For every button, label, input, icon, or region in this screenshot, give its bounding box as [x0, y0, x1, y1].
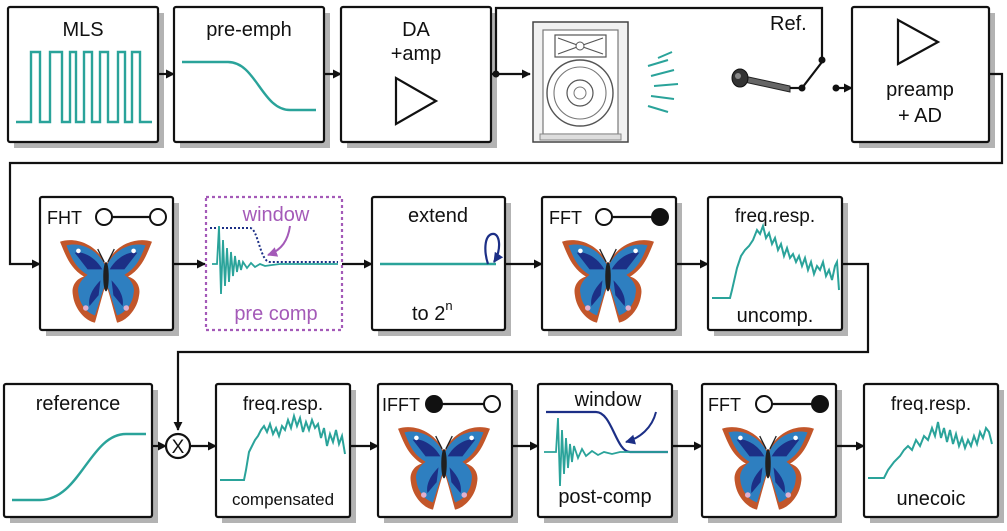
pre-emph-block: pre-emph	[172, 5, 326, 144]
ad-label: + AD	[898, 105, 942, 127]
extend-loop-icon	[484, 232, 504, 265]
amp-label: +amp	[391, 43, 442, 65]
reference-block: reference	[2, 382, 154, 519]
window-pre-comp-block: window pre comp	[204, 195, 344, 332]
reference-curve	[12, 432, 146, 502]
freq-uncomp-bottom-label: uncomp.	[737, 305, 814, 327]
extend-bottom-label: to 2n	[412, 298, 453, 325]
mls-block: MLS	[6, 5, 160, 144]
da-amp-block: DA +amp	[339, 5, 493, 144]
fft2-switch-icon	[755, 395, 829, 413]
sound-waves-icon	[647, 51, 679, 113]
window-pre-curve	[210, 227, 338, 263]
freq-resp-unecoic-block: freq.resp. unecoic	[862, 382, 1000, 519]
freq-comp-bottom-label: compensated	[232, 490, 334, 509]
reference-label: reference	[36, 393, 121, 415]
preamp-label: preamp	[886, 79, 954, 101]
ifft-switch-icon	[425, 395, 501, 413]
window-post-label: window	[574, 389, 642, 411]
preamp-ad-block: preamp + AD	[850, 5, 991, 144]
ref-label: Ref.	[770, 13, 807, 35]
pre-emph-curve	[182, 60, 316, 112]
multiply-node: X	[164, 432, 192, 460]
ifft-block: IFFT	[376, 382, 514, 519]
fft-block-2: FFT	[700, 382, 838, 519]
freq-comp-label: freq.resp.	[243, 394, 323, 415]
freq-uncomp-label: freq.resp.	[735, 206, 815, 227]
preamp-triangle-icon	[896, 18, 941, 66]
fft1-label: FFT	[549, 208, 582, 228]
freq-unecoic-bottom-label: unecoic	[897, 488, 966, 510]
mls-label: MLS	[62, 19, 103, 41]
window-pre-pointer	[267, 225, 291, 257]
freq-unecoic-label: freq.resp.	[891, 394, 971, 415]
window-pre-signal	[212, 225, 338, 295]
freq-uncomp-curve	[712, 222, 840, 299]
mls-waveform	[16, 50, 152, 124]
window-post-pointer	[625, 411, 657, 445]
fft-block-1: FFT	[540, 195, 678, 332]
loudspeaker-icon	[532, 21, 629, 143]
window-pre-label: window	[242, 204, 310, 226]
window-post-comp-block: window post-comp	[536, 382, 674, 519]
fht-block: FHT	[38, 195, 175, 332]
reference-switch: Ref.	[731, 13, 853, 93]
fft2-label: FFT	[708, 395, 741, 415]
fht-switch-icon	[95, 208, 167, 226]
freq-resp-compensated-block: freq.resp. compensated	[214, 382, 352, 519]
freq-unecoic-curve	[868, 421, 993, 479]
window-post-signal	[544, 417, 668, 487]
ifft-label: IFFT	[382, 395, 420, 415]
freq-comp-curve	[220, 412, 346, 481]
extend-label: extend	[408, 205, 468, 227]
fft1-switch-icon	[595, 208, 669, 226]
fht-label: FHT	[47, 208, 82, 228]
window-post-bottom-label: post-comp	[558, 486, 651, 508]
da-label: DA	[402, 19, 430, 41]
amplifier-triangle-icon	[394, 76, 439, 126]
freq-resp-uncomp-block: freq.resp. uncomp.	[706, 195, 844, 332]
pre-emph-label: pre-emph	[206, 19, 292, 41]
multiply-symbol: X	[172, 437, 185, 458]
window-pre-bottom-label: pre comp	[234, 303, 317, 325]
microphone-icon	[731, 68, 791, 93]
extend-block: extend to 2n	[370, 195, 507, 332]
